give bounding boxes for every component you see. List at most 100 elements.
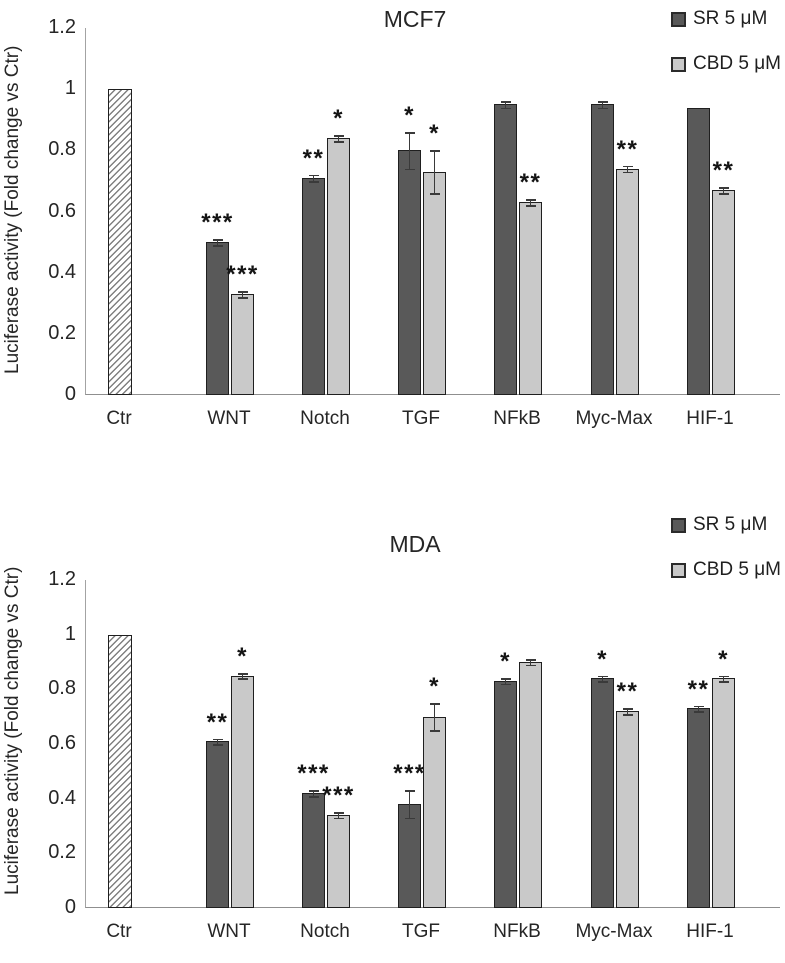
legend-item-cbd: CBD 5 μM [670, 559, 781, 581]
legend-item-cbd: CBD 5 μM [670, 53, 781, 75]
chart-title: MCF7 [383, 6, 447, 32]
x-tick-label-wnt: WNT [207, 408, 251, 429]
significance-mda-hif-1-sr: ** [687, 675, 710, 703]
error-cap-bottom-mda-nfkb-cbd [525, 664, 536, 667]
error-cap-bottom-mda-notch-sr [308, 795, 319, 798]
bar-mcf7-hif-1-sr [687, 107, 710, 395]
error-cap-bottom-mcf7-hif-1-cbd [718, 193, 729, 195]
plot-area: ** *** *** * * ** * *** * ** * [85, 580, 780, 908]
error-bar-mcf7-tgf-cbd [433, 150, 436, 194]
y-tick-label-0: 0 [64, 383, 76, 405]
x-tick-label-notch: Notch [300, 921, 350, 942]
x-tick-label-ctr: Ctr [106, 408, 132, 429]
chart-title: MDA [389, 531, 441, 557]
error-bar-mcf7-nfkb-sr [504, 101, 507, 108]
significance-mda-notch-cbd: *** [322, 782, 355, 810]
error-cap-top-mda-wnt-cbd [237, 672, 248, 675]
legend: SR 5 μM CBD 5 μM [670, 8, 781, 75]
error-cap-bottom-mda-nfkb-sr [500, 683, 511, 686]
significance-mcf7-tgf-cbd: * [429, 120, 440, 148]
error-cap-bottom-mcf7-tgf-sr [404, 168, 415, 171]
x-tick-label-hif-1: HIF-1 [686, 921, 734, 942]
error-bar-mcf7-tgf-sr [408, 131, 411, 169]
legend-swatch-cbd [670, 56, 686, 72]
bar-mcf7-wnt-cbd [231, 294, 254, 395]
bar-mda-hif-1-sr [687, 708, 710, 908]
bar-mcf7-notch-cbd [327, 138, 350, 395]
bar-mcf7-nfkb-cbd [519, 202, 542, 395]
significance-mcf7-tgf-sr: * [404, 101, 415, 129]
y-tick-label-0: 0 [64, 896, 76, 918]
y-tick-label-0.6: 0.6 [48, 732, 76, 754]
legend-label-cbd: CBD 5 μM [692, 53, 781, 74]
bar-mda-tgf-sr [398, 804, 421, 908]
error-cap-bottom-mda-hif-1-cbd [718, 681, 729, 683]
legend-item-sr: SR 5 μM [670, 514, 781, 536]
error-bar-mcf7-notch-sr [312, 174, 315, 181]
error-cap-top-mda-notch-cbd [333, 812, 344, 814]
significance-mcf7-myc-max-cbd: ** [616, 135, 639, 163]
legend-swatch-sr [670, 11, 686, 27]
significance-mda-tgf-sr: *** [393, 760, 426, 788]
significance-mcf7-hif-1-cbd: ** [712, 157, 735, 185]
chart-mda: MDA Luciferase activity (Fold change vs … [0, 493, 785, 963]
error-cap-top-mcf7-wnt-sr [212, 239, 223, 241]
bar-mda-tgf-cbd [423, 716, 446, 908]
x-tick-label-tgf: TGF [402, 921, 440, 942]
y-tick-label-0.6: 0.6 [48, 199, 76, 222]
bar-mcf7-ctr-control [108, 89, 132, 395]
x-tick-label-nfkb: NFkB [493, 921, 541, 942]
bar-mda-notch-sr [302, 793, 325, 908]
error-bar-mcf7-wnt-cbd [241, 291, 244, 298]
error-cap-bottom-mda-tgf-cbd [429, 730, 440, 732]
error-bar-mda-notch-sr [312, 790, 315, 796]
error-cap-top-mcf7-myc-max-sr [597, 101, 608, 103]
error-cap-bottom-mcf7-nfkb-cbd [525, 205, 536, 207]
error-bar-mcf7-notch-cbd [337, 135, 340, 142]
error-cap-top-mda-myc-max-cbd [622, 708, 633, 711]
error-cap-bottom-mcf7-wnt-sr [212, 245, 223, 247]
y-tick-label-0.4: 0.4 [48, 786, 76, 809]
y-tick-label-1.2: 1.2 [48, 568, 76, 590]
error-bar-mcf7-myc-max-sr [601, 101, 604, 108]
y-tick-label-0.2: 0.2 [48, 841, 76, 864]
error-bar-mda-nfkb-cbd [529, 659, 532, 665]
legend-swatch-sr [670, 517, 686, 533]
error-cap-bottom-mda-wnt-cbd [237, 678, 248, 680]
legend-label-sr: SR 5 μM [692, 514, 768, 535]
plot-area: *** ** * *** * * ** ** ** [85, 28, 780, 395]
error-bar-mda-tgf-cbd [433, 703, 436, 731]
bar-mcf7-hif-1-cbd [712, 190, 735, 395]
significance-mcf7-wnt-sr: *** [201, 209, 234, 237]
bar-mcf7-nfkb-sr [494, 104, 517, 395]
x-tick-label-myc-max: Myc-Max [575, 408, 653, 429]
error-cap-top-mda-nfkb-cbd [525, 659, 536, 661]
bar-mcf7-tgf-sr [398, 150, 421, 395]
error-cap-top-mda-notch-sr [308, 790, 319, 793]
significance-mda-notch-sr: *** [297, 760, 330, 788]
error-cap-bottom-mcf7-myc-max-sr [597, 107, 608, 110]
error-cap-bottom-mcf7-tgf-cbd [429, 193, 440, 195]
y-tick-label-1: 1 [64, 622, 76, 645]
error-cap-bottom-mcf7-wnt-cbd [237, 297, 248, 299]
x-tick-label-wnt: WNT [207, 921, 251, 942]
error-cap-bottom-mda-myc-max-cbd [622, 713, 633, 716]
legend-item-sr: SR 5 μM [670, 8, 781, 30]
error-bar-mcf7-hif-1-cbd [722, 187, 725, 194]
significance-mcf7-wnt-cbd: *** [226, 261, 259, 289]
x-tick-label-notch: Notch [300, 408, 350, 429]
chart-mcf7: MCF7 Luciferase activity (Fold change vs… [0, 0, 785, 470]
error-cap-bottom-mda-tgf-sr [404, 817, 415, 820]
bar-mda-ctr-control [108, 634, 132, 908]
error-bar-mda-myc-max-sr [601, 675, 604, 682]
error-cap-top-mda-tgf-sr [404, 790, 415, 793]
bar-mda-notch-cbd [327, 815, 350, 908]
y-tick-label-1: 1 [64, 77, 76, 100]
significance-mda-myc-max-cbd: ** [616, 678, 639, 706]
error-bar-mda-myc-max-cbd [626, 708, 629, 714]
error-cap-top-mcf7-wnt-cbd [237, 291, 248, 293]
error-cap-bottom-mcf7-notch-sr [308, 180, 319, 183]
y-tick-label-0.2: 0.2 [48, 321, 76, 344]
error-bar-mda-wnt-cbd [241, 672, 244, 679]
error-cap-top-mda-wnt-sr [212, 738, 223, 741]
